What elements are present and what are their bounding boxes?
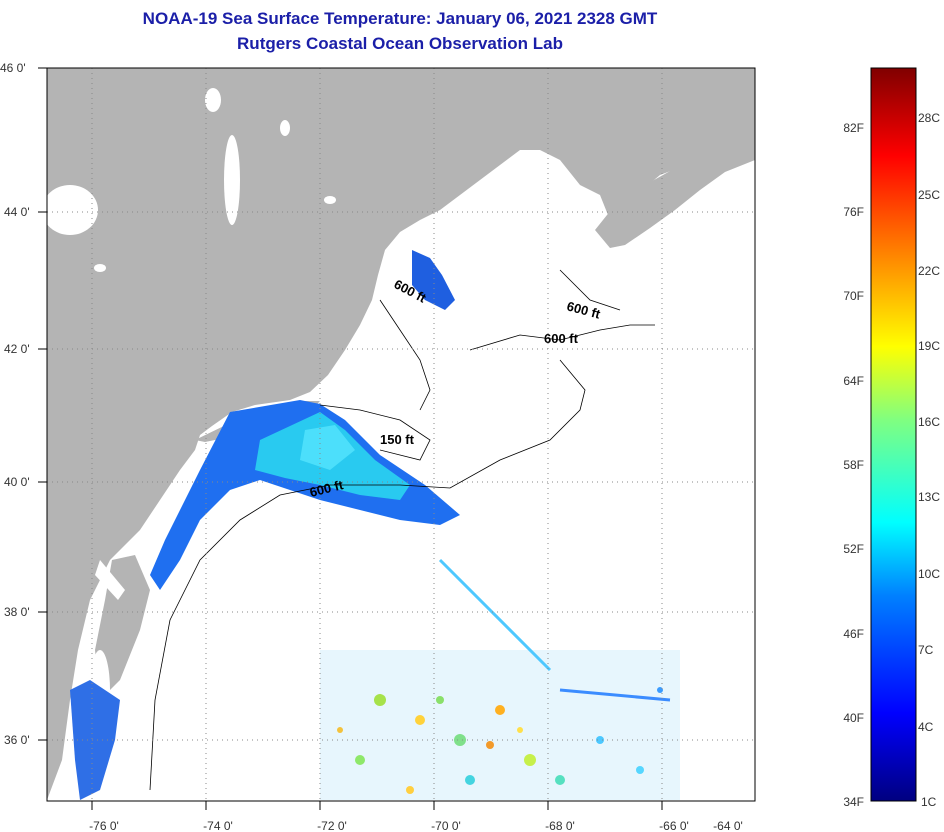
lat-tick-label: 38 0' (4, 605, 30, 619)
nova-scotia-land (595, 140, 755, 248)
colorbar-c-label: 4C (918, 720, 934, 734)
sst-filament (438, 558, 552, 672)
small-lake-2 (324, 196, 336, 204)
sst-filament-2 (559, 688, 671, 702)
sst-gulf-stream-patches (320, 650, 680, 800)
sst-shelf-cold-water (150, 400, 460, 590)
colorbar-f-label: 64F (843, 374, 864, 388)
temperature-colorbar (870, 67, 917, 802)
lon-tick-label: -72 0' (317, 819, 347, 832)
colorbar-f-label: 40F (843, 711, 864, 725)
us-mainland-land (47, 68, 755, 800)
longitude-labels: -76 0' -74 0' -72 0' -70 0' -68 0' -66 0… (89, 819, 743, 832)
lon-tick-label: -74 0' (203, 819, 233, 832)
map-frame (46, 67, 756, 802)
map-subtitle: Rutgers Coastal Ocean Observation Lab (237, 34, 563, 53)
lon-tick-label: -70 0' (431, 819, 461, 832)
axis-ticks (38, 67, 663, 810)
contour-600ft-shelf-break (149, 359, 586, 791)
lon-tick-label: -64 0' (713, 819, 743, 832)
colorbar-c-label: 13C (918, 490, 940, 504)
lon-tick-label: -76 0' (89, 819, 119, 832)
contour-150ft (319, 404, 431, 461)
sst-shelf-lightcyan (300, 425, 355, 470)
sst-chesapeake-blue (70, 680, 120, 800)
colorbar-c-label: 7C (918, 643, 934, 657)
colorbar-f-label: 34F (843, 795, 864, 809)
sst-gulf-of-maine-patch (412, 250, 455, 310)
moosehead-lake (205, 88, 221, 112)
small-lake-3 (94, 264, 106, 272)
small-lake-1 (280, 120, 290, 136)
colorbar-f-label: 58F (843, 458, 864, 472)
lon-tick-label: -68 0' (545, 819, 575, 832)
delaware-bay (95, 560, 125, 600)
lat-tick-label: 36 0' (4, 733, 30, 747)
colorbar-f-label: 46F (843, 627, 864, 641)
map-title: NOAA-19 Sea Surface Temperature: January… (142, 9, 658, 28)
latitude-labels: 46 0' 44 0' 42 0' 40 0' 38 0' 36 0' (0, 61, 30, 747)
colorbar-f-label: 70F (843, 289, 864, 303)
colorbar-c-label: 25C (918, 188, 940, 202)
contour-label-150ft: 150 ft (380, 432, 415, 447)
lake-ontario-edge (47, 185, 98, 235)
lat-tick-label: 44 0' (4, 205, 30, 219)
colorbar-f-label: 82F (843, 121, 864, 135)
colorbar-c-label: 16C (918, 415, 940, 429)
lon-tick-label: -66 0' (659, 819, 689, 832)
contour-label-600ft-georges: 600 ft (544, 331, 579, 346)
sst-data-layer (70, 250, 680, 800)
lake-champlain (224, 135, 240, 225)
graticule (47, 68, 755, 801)
lat-tick-label: 40 0' (4, 475, 30, 489)
lat-tick-label: 46 0' (0, 61, 26, 75)
colorbar-c-label: 1C (921, 795, 937, 809)
colorbar-c-label: 19C (918, 339, 940, 353)
colorbar-celsius-labels: 28C 25C 22C 19C 16C 13C 10C 7C 4C 1C (918, 111, 940, 809)
bathymetry-contours (149, 269, 655, 791)
contour-gulf-of-maine (379, 269, 655, 411)
delmarva-land (95, 555, 150, 700)
colorbar-c-label: 22C (918, 264, 940, 278)
lat-tick-label: 42 0' (4, 342, 30, 356)
colorbar-f-label: 52F (843, 542, 864, 556)
colorbar-c-label: 10C (918, 567, 940, 581)
colorbar-fahrenheit-labels: 82F 76F 70F 64F 58F 52F 46F 40F 34F (843, 121, 864, 809)
colorbar-f-label: 76F (843, 205, 864, 219)
colorbar-c-label: 28C (918, 111, 940, 125)
